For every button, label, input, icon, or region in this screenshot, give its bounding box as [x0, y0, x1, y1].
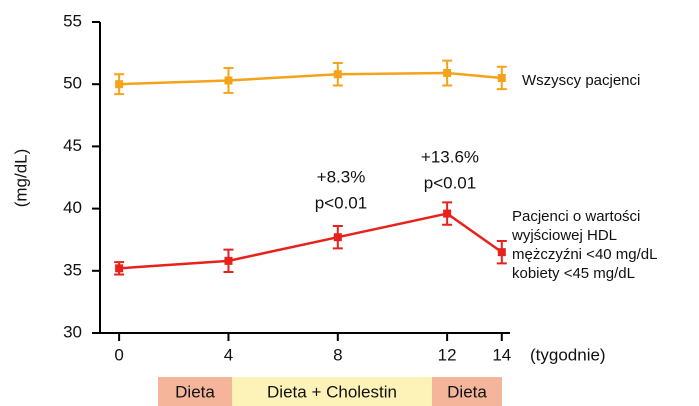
y-tick-label: 40: [63, 198, 82, 217]
data-point: [497, 248, 506, 257]
data-point: [333, 233, 342, 242]
x-tick-label: 0: [114, 345, 123, 364]
annotation: +13.6%: [421, 147, 479, 166]
y-axis-label: (mg/dL): [11, 149, 30, 208]
y-tick-label: 35: [63, 260, 82, 279]
data-point: [497, 73, 506, 82]
data-point: [115, 264, 124, 273]
series-label: Wszyscy pacjenci: [522, 72, 640, 89]
annotation: p<0.01: [315, 193, 367, 212]
phase-box: [158, 377, 232, 406]
data-point: [115, 80, 124, 89]
y-tick-label: 55: [63, 11, 82, 30]
series-label: kobiety <45 mg/dL: [512, 265, 635, 282]
y-tick-label: 45: [63, 136, 82, 155]
series-label: Pacjenci o wartości: [512, 208, 640, 225]
x-tick-label: 8: [333, 345, 342, 364]
series-line: [119, 212, 503, 270]
data-point: [224, 76, 233, 85]
series-label: mężczyźni <40 mg/dL: [512, 246, 657, 263]
data-point: [224, 256, 233, 265]
y-tick-label: 50: [63, 74, 82, 93]
annotation: p<0.01: [424, 173, 476, 192]
y-tick-label: 30: [63, 322, 82, 341]
phase-box: [232, 377, 432, 406]
series-label: wyjściowej HDL: [511, 227, 617, 244]
x-tick-label: 12: [438, 345, 457, 364]
x-tick-label: 14: [492, 345, 511, 364]
annotation: +8.3%: [317, 167, 366, 186]
x-axis-label: (tygodnie): [530, 345, 606, 364]
phase-label: Dieta + Cholestin: [267, 382, 397, 401]
data-point: [443, 209, 452, 218]
phase-label: Dieta: [447, 382, 487, 401]
x-tick-label: 4: [224, 345, 233, 364]
phase-box: [432, 377, 502, 406]
data-point: [333, 70, 342, 79]
phase-label: Dieta: [175, 382, 215, 401]
data-point: [443, 69, 452, 78]
